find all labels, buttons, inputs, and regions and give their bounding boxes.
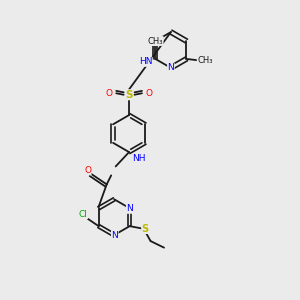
Text: CH₃: CH₃: [148, 37, 163, 46]
Text: O: O: [84, 166, 91, 175]
Text: S: S: [142, 224, 149, 233]
Text: S: S: [125, 90, 133, 100]
Text: N: N: [152, 37, 159, 46]
Text: O: O: [146, 89, 153, 98]
Text: N: N: [126, 204, 133, 213]
Text: N: N: [111, 231, 118, 240]
Text: CH₃: CH₃: [197, 56, 213, 65]
Text: Cl: Cl: [79, 210, 88, 219]
Text: N: N: [167, 63, 174, 72]
Text: NH: NH: [132, 154, 146, 163]
Text: O: O: [106, 89, 112, 98]
Text: HN: HN: [139, 57, 152, 66]
